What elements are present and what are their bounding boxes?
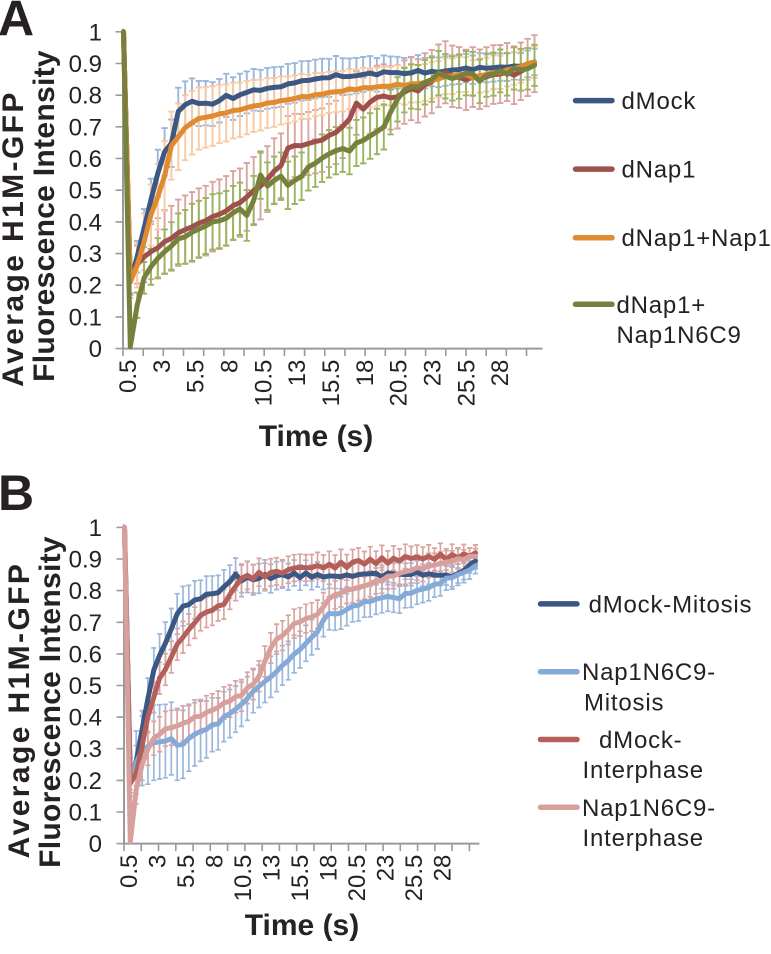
svg-text:Interphase: Interphase [583, 757, 704, 784]
svg-text:Fluorescence Intensity: Fluorescence Intensity [28, 50, 61, 382]
svg-text:18: 18 [316, 855, 343, 882]
svg-text:Nap1N6C9-: Nap1N6C9- [582, 659, 716, 686]
svg-text:dMock: dMock [622, 88, 697, 115]
svg-text:13: 13 [259, 855, 286, 882]
svg-text:0.9: 0.9 [69, 547, 102, 574]
svg-text:8: 8 [202, 855, 229, 868]
svg-text:1: 1 [89, 515, 102, 542]
svg-text:0.9: 0.9 [69, 51, 102, 78]
svg-text:dMock-: dMock- [599, 727, 682, 754]
svg-text:0.6: 0.6 [69, 641, 102, 668]
svg-text:dNap1: dNap1 [622, 157, 697, 184]
svg-text:15.5: 15.5 [287, 855, 314, 902]
svg-text:Fluorescence Intensity: Fluorescence Intensity [34, 536, 67, 868]
svg-text:18: 18 [352, 360, 379, 387]
svg-text:10.5: 10.5 [250, 360, 277, 407]
svg-text:dMock-Mitosis: dMock-Mitosis [589, 591, 753, 618]
svg-text:dNap1+Nap1: dNap1+Nap1 [622, 225, 771, 252]
svg-text:0: 0 [89, 336, 102, 363]
svg-text:3: 3 [145, 855, 172, 868]
svg-text:0.3: 0.3 [69, 241, 102, 268]
svg-text:Nap1N6C9-: Nap1N6C9- [582, 795, 716, 822]
svg-text:5.5: 5.5 [173, 855, 200, 888]
svg-text:0.5: 0.5 [69, 178, 102, 205]
svg-text:0.2: 0.2 [69, 768, 102, 795]
svg-text:0.7: 0.7 [69, 114, 102, 141]
svg-text:5.5: 5.5 [183, 360, 210, 393]
svg-text:dNap1+: dNap1+ [617, 292, 707, 319]
svg-text:0.4: 0.4 [69, 209, 102, 236]
svg-text:13: 13 [284, 360, 311, 387]
svg-text:15.5: 15.5 [318, 360, 345, 407]
svg-text:20.5: 20.5 [386, 360, 413, 407]
svg-text:0: 0 [89, 831, 102, 858]
svg-text:0.8: 0.8 [69, 578, 102, 605]
svg-text:Time (s): Time (s) [259, 420, 373, 453]
svg-text:8: 8 [217, 360, 244, 373]
svg-text:0.5: 0.5 [115, 360, 142, 393]
svg-text:0.5: 0.5 [69, 673, 102, 700]
svg-text:1: 1 [89, 19, 102, 46]
svg-text:Average H1M-GFP: Average H1M-GFP [0, 90, 30, 387]
svg-text:0.1: 0.1 [69, 304, 102, 331]
svg-text:23: 23 [420, 360, 447, 387]
svg-text:25.5: 25.5 [453, 360, 480, 407]
svg-text:0.5: 0.5 [116, 855, 143, 888]
svg-text:Interphase: Interphase [583, 825, 704, 852]
svg-text:3: 3 [149, 360, 176, 373]
svg-text:0.8: 0.8 [69, 83, 102, 110]
svg-text:0.1: 0.1 [69, 800, 102, 827]
svg-text:Time (s): Time (s) [245, 909, 359, 942]
svg-text:0.3: 0.3 [69, 736, 102, 763]
svg-text:Mitosis: Mitosis [584, 689, 664, 716]
svg-text:28: 28 [487, 360, 514, 387]
svg-text:10.5: 10.5 [230, 855, 257, 902]
svg-text:0.6: 0.6 [69, 146, 102, 173]
svg-text:B: B [0, 465, 34, 521]
svg-text:A: A [0, 0, 34, 47]
svg-text:20.5: 20.5 [344, 855, 371, 902]
svg-text:28: 28 [430, 855, 457, 882]
svg-text:23: 23 [373, 855, 400, 882]
svg-text:0.2: 0.2 [69, 273, 102, 300]
svg-text:25.5: 25.5 [401, 855, 428, 902]
svg-text:0.4: 0.4 [69, 705, 102, 732]
svg-text:Average H1M-GFP: Average H1M-GFP [3, 562, 36, 859]
svg-text:0.7: 0.7 [69, 610, 102, 637]
svg-text:Nap1N6C9: Nap1N6C9 [617, 322, 742, 349]
